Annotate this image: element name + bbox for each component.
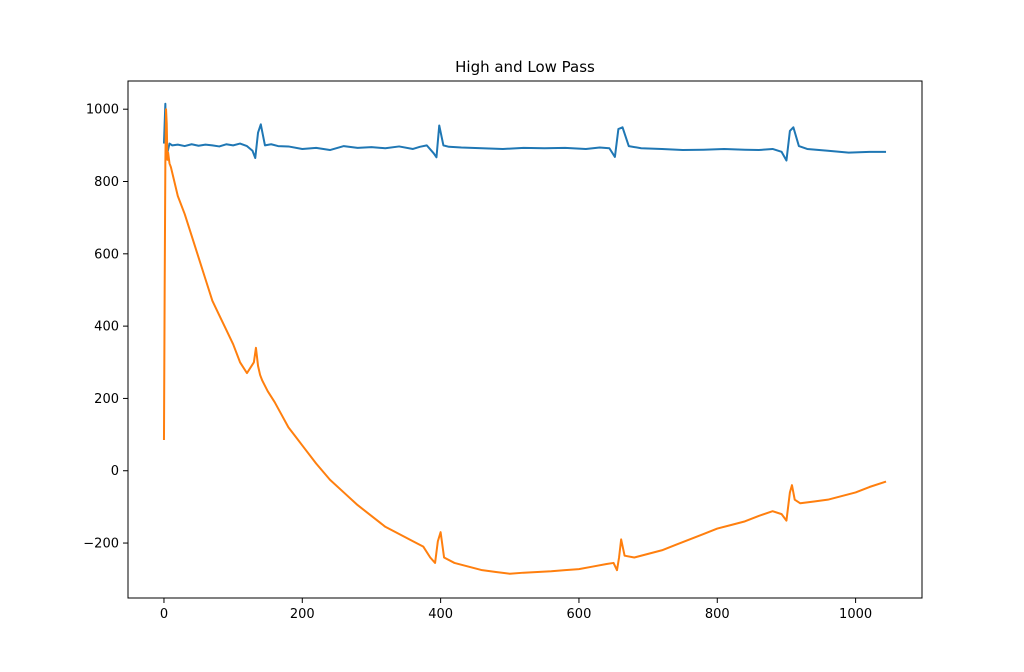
plot-frame bbox=[127, 80, 923, 599]
y-tick-label: 200 bbox=[94, 392, 119, 407]
y-tick-label: 0 bbox=[111, 464, 119, 479]
y-tick-label: 1000 bbox=[86, 103, 119, 118]
y-tick-label: −200 bbox=[83, 537, 119, 552]
x-tick-label: 0 bbox=[160, 607, 168, 622]
x-tick-label: 800 bbox=[705, 607, 730, 622]
y-axis: −200 0 200 400 600 800 1000 bbox=[83, 103, 128, 552]
series-line-1 bbox=[162, 108, 887, 575]
series-layer bbox=[162, 102, 887, 575]
series-line-0 bbox=[162, 102, 887, 162]
chart-title: High and Low Pass bbox=[455, 58, 595, 76]
y-tick-label: 600 bbox=[94, 247, 119, 262]
x-tick-label: 400 bbox=[428, 607, 453, 622]
x-tick-label: 600 bbox=[567, 607, 592, 622]
x-axis: 0 200 400 600 800 1000 bbox=[160, 598, 872, 622]
x-tick-label: 200 bbox=[290, 607, 315, 622]
y-tick-label: 400 bbox=[94, 320, 119, 335]
y-tick-label: 800 bbox=[94, 175, 119, 190]
x-tick-label: 1000 bbox=[839, 607, 872, 622]
